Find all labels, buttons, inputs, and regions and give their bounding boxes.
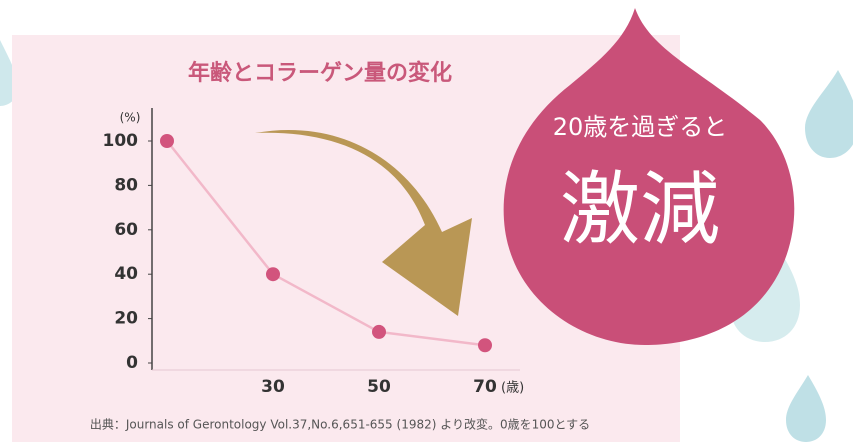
x-tick-label: 70 [473, 377, 497, 397]
source-note: 出典：Journals of Gerontology Vol.37,No.6,6… [90, 417, 590, 432]
chart-title: 年齢とコラーゲン量の変化 [188, 60, 452, 86]
data-point [372, 325, 386, 339]
raindrop [786, 375, 826, 442]
y-unit: (%) [120, 111, 141, 125]
y-tick-label: 20 [114, 309, 138, 329]
x-tick-label: 50 [367, 377, 391, 397]
raindrop [805, 70, 853, 158]
y-tick-label: 0 [126, 353, 138, 373]
y-tick-label: 60 [114, 220, 138, 240]
callout-lead: 20歳を過ぎると [553, 113, 728, 141]
callout-headline: 激減 [560, 163, 720, 256]
y-tick-label: 40 [114, 264, 138, 284]
y-tick-label: 100 [103, 131, 139, 151]
x-tick-label: 30 [261, 377, 285, 397]
data-point [160, 134, 174, 148]
data-point [478, 338, 492, 352]
page: 年齢とコラーゲン量の変化 (%) 0 20 40 60 80 100 30 50 70 (歳) 出… [0, 0, 853, 442]
x-unit: (歳) [501, 381, 524, 396]
y-tick-label: 80 [114, 175, 138, 195]
data-point [266, 267, 280, 281]
